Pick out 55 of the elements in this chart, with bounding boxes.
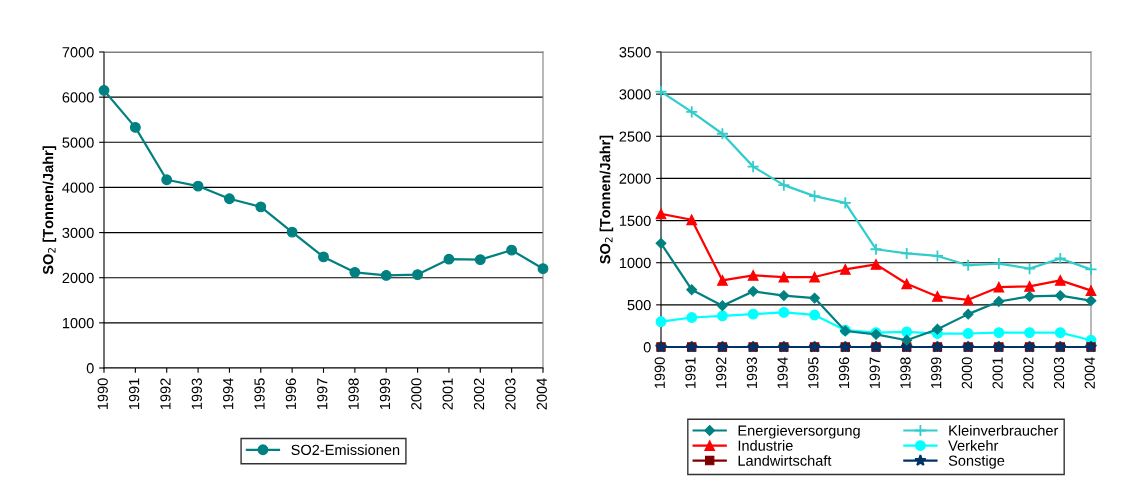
y-tick-label: 0 [86, 363, 94, 374]
x-tick-label: 1992 [160, 378, 171, 410]
y-axis-title: SO$_{2}$ [Tonnen/Jahr] [42, 146, 57, 275]
y-axis-title: SO$_{2}$ [Tonnen/Jahr] [599, 135, 614, 264]
y-tick-label: 2000 [62, 272, 94, 284]
x-tick-label: 2000 [411, 378, 422, 410]
y-tick-label: 0 [643, 342, 651, 353]
x-tick-label: 1996 [838, 357, 850, 389]
x-tick-label: 1994 [223, 378, 234, 410]
y-tick-label: 3000 [619, 89, 651, 100]
x-tick-label: 1995 [808, 357, 819, 389]
y-tick-label: 2500 [619, 131, 651, 142]
x-tick-label: 1991 [685, 357, 696, 389]
x-tick-label: 1998 [900, 357, 911, 389]
x-tick-label: 1997 [317, 378, 328, 410]
y-tick-label: 500 [627, 299, 651, 311]
x-tick-label: 1992 [716, 357, 727, 389]
x-tick-label: 2003 [1053, 357, 1065, 389]
legend-label: SO2-Emissionen [291, 444, 400, 456]
y-tick-label: 1000 [62, 317, 94, 329]
y-tick-label: 4000 [62, 182, 94, 193]
x-tick-label: 2001 [442, 378, 453, 410]
legend-label: Energieversorgung [738, 425, 860, 439]
x-tick-label: 1997 [869, 357, 880, 389]
x-tick-label: 1990 [654, 357, 665, 389]
x-tick-label: 2003 [505, 378, 516, 410]
x-tick-label: 1993 [746, 357, 758, 389]
legend-label: Kleinverbraucher [949, 425, 1059, 436]
x-tick-label: 1999 [931, 357, 942, 389]
y-tick-label: 1500 [619, 215, 651, 226]
y-tick-label: 6000 [62, 92, 94, 103]
y-tick-label: 3500 [619, 47, 651, 58]
y-tick-label: 5000 [62, 137, 94, 148]
y-tick-label: 7000 [62, 47, 94, 58]
y-tick-label: 1000 [619, 257, 651, 269]
legend-label: Sonstige [948, 455, 1005, 469]
x-tick-label: 1993 [191, 378, 202, 410]
x-tick-label: 2004 [1084, 357, 1095, 389]
x-tick-label: 1994 [777, 357, 788, 389]
x-tick-label: 1995 [254, 378, 265, 410]
legend-label: Industrie [738, 440, 793, 451]
x-tick-label: 2000 [961, 357, 973, 389]
x-tick-label: 2004 [536, 378, 547, 410]
y-tick-label: 2000 [619, 173, 651, 184]
x-tick-label: 1996 [285, 378, 297, 410]
x-tick-label: 2001 [992, 357, 1003, 389]
y-tick-label: 3000 [62, 227, 94, 238]
x-tick-label: 2002 [1023, 357, 1034, 389]
legend-label: Verkehr [948, 440, 999, 451]
x-tick-label: 1998 [348, 378, 359, 410]
x-tick-label: 1990 [97, 378, 108, 410]
x-tick-label: 1999 [379, 378, 391, 410]
x-tick-label: 2002 [473, 378, 485, 410]
legend-label: Landwirtschaft [738, 455, 832, 466]
x-tick-label: 1991 [128, 378, 140, 410]
